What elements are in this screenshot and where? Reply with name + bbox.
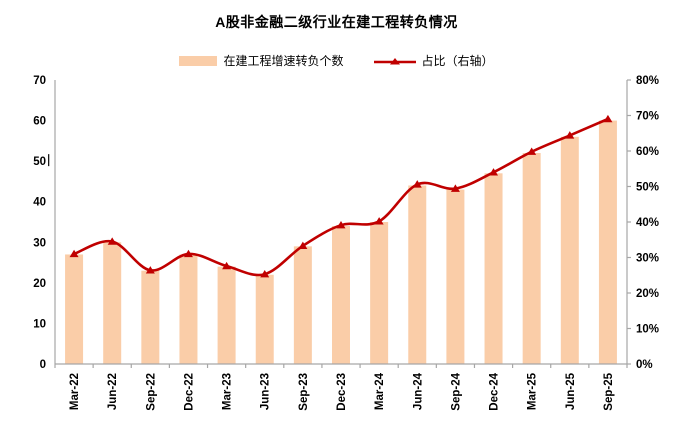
- line-marker: [145, 266, 155, 274]
- line-marker: [107, 237, 117, 245]
- bar: [408, 185, 427, 364]
- line-marker: [527, 147, 537, 155]
- x-axis-label: Sep-24: [450, 372, 462, 410]
- bar: [255, 274, 274, 364]
- x-axis-label: Mar-25: [527, 372, 539, 410]
- x-axis-label: Dec-24: [489, 372, 501, 410]
- bar: [293, 246, 312, 364]
- left-axis-label: 40: [33, 197, 46, 209]
- line-marker-icon: [373, 55, 416, 67]
- x-axis-label: Mar-24: [374, 372, 386, 410]
- bar: [141, 270, 160, 364]
- legend-label-line: 占比（右轴）: [421, 54, 494, 68]
- legend: 在建工程增速转负个数 占比（右轴）: [0, 52, 673, 69]
- legend-item-bars: 在建工程增速转负个数: [179, 52, 344, 69]
- x-axis-label: Jun-25: [565, 372, 577, 410]
- line-marker: [222, 261, 232, 270]
- bar: [370, 222, 389, 364]
- line-marker: [260, 269, 270, 278]
- line-marker: [489, 168, 499, 176]
- left-axis-label: 0: [40, 359, 46, 371]
- bar: [484, 173, 503, 364]
- x-axis-label: Jun-24: [412, 372, 424, 410]
- right-axis-label: 40%: [636, 217, 659, 229]
- line-marker: [69, 249, 79, 258]
- right-axis-label: 70%: [636, 111, 659, 123]
- bar: [560, 136, 579, 364]
- chart-title: A股非金融二级行业在建工程转负情况: [215, 14, 458, 30]
- left-axis-label: 70: [33, 75, 46, 87]
- right-axis-label: 0%: [636, 359, 653, 371]
- x-axis-label: Sep-22: [145, 373, 157, 411]
- x-axis-label: Jun-23: [260, 373, 272, 410]
- x-axis-label: Sep-25: [603, 372, 615, 410]
- x-axis-label: Sep-23: [298, 373, 310, 411]
- line-marker: [565, 131, 575, 139]
- bar: [103, 242, 122, 364]
- cursor-artifact: [48, 154, 50, 167]
- right-axis-label: 80%: [636, 75, 659, 87]
- right-axis-label: 20%: [636, 288, 659, 300]
- line-marker: [298, 241, 308, 249]
- left-axis-label: 60: [33, 116, 46, 128]
- x-axis-label: Mar-23: [222, 373, 234, 410]
- bar: [332, 226, 350, 364]
- x-axis-label: Mar-22: [69, 373, 81, 410]
- left-axis-label: 50: [33, 156, 46, 168]
- left-axis-label: 20: [33, 278, 46, 290]
- line-marker: [450, 184, 460, 192]
- line-marker: [183, 249, 193, 258]
- bar: [522, 153, 541, 364]
- x-axis-label: Dec-23: [336, 373, 348, 411]
- right-axis-label: 50%: [636, 182, 659, 194]
- bar: [65, 254, 84, 364]
- bar-swatch-icon: [179, 55, 218, 66]
- line-marker: [412, 180, 422, 188]
- bar: [598, 120, 617, 364]
- legend-item-line: 占比（右轴）: [373, 52, 494, 69]
- left-axis-label: 10: [33, 318, 46, 330]
- bar: [179, 254, 198, 364]
- legend-label-bars: 在建工程增速转负个数: [223, 54, 344, 68]
- x-axis-label: Dec-22: [183, 373, 195, 411]
- right-axis-label: 30%: [636, 253, 659, 265]
- line-marker: [374, 217, 384, 225]
- x-axis-label: Jun-22: [107, 373, 119, 410]
- bar: [446, 189, 465, 364]
- right-axis-label: 60%: [636, 146, 659, 158]
- left-axis-label: 30: [33, 237, 46, 249]
- line-marker: [603, 114, 613, 123]
- line-marker: [336, 220, 346, 229]
- right-axis-label: 10%: [636, 324, 659, 336]
- bar: [217, 266, 236, 364]
